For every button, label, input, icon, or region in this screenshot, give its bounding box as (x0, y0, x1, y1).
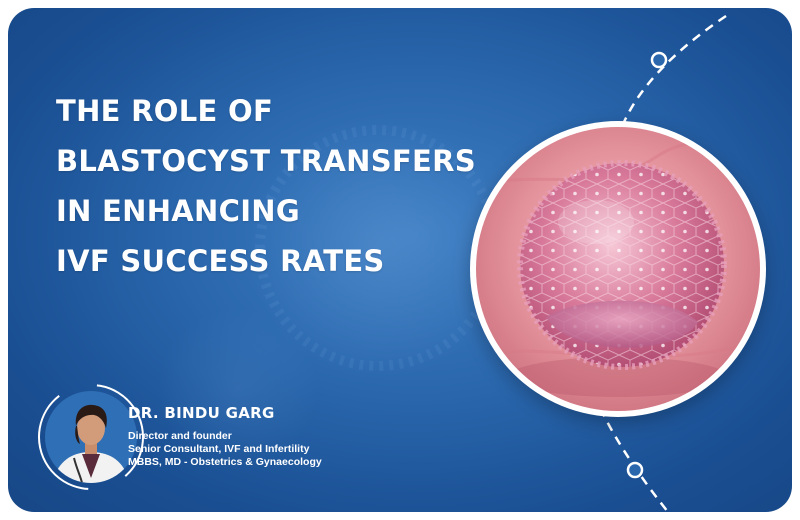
arc-node-bottom (626, 461, 644, 479)
background-cell-ghost (248, 118, 508, 378)
doctor-title: Director and founder (128, 430, 232, 442)
doctor-name: DR. BINDU GARG (128, 404, 275, 422)
headline-line-4: IVF SUCCESS RATES (56, 244, 385, 278)
inner-cell-mass (546, 300, 698, 348)
arc-node-top (650, 51, 668, 69)
doctor-info: DR. BINDU GARG Director and founder Seni… (128, 404, 322, 469)
portrait-ring (38, 384, 144, 490)
doctor-specialty: Senior Consultant, IVF and Infertility (128, 443, 310, 455)
headline-line-3: IN ENHANCING (56, 194, 300, 228)
blastocyst-image-frame (470, 121, 766, 417)
blastocyst-image (476, 127, 760, 411)
headline-line-2: BLASTOCYST TRANSFERS (56, 144, 476, 178)
doctor-degrees: MBBS, MD - Obstetrics & Gynaecology (128, 456, 322, 468)
banner-card: THE ROLE OF BLASTOCYST TRANSFERS IN ENHA… (8, 8, 792, 512)
doctor-portrait (38, 384, 144, 490)
headline: THE ROLE OF BLASTOCYST TRANSFERS IN ENHA… (56, 86, 476, 286)
headline-line-1: THE ROLE OF (56, 94, 274, 128)
dashed-arc-top (612, 14, 727, 159)
